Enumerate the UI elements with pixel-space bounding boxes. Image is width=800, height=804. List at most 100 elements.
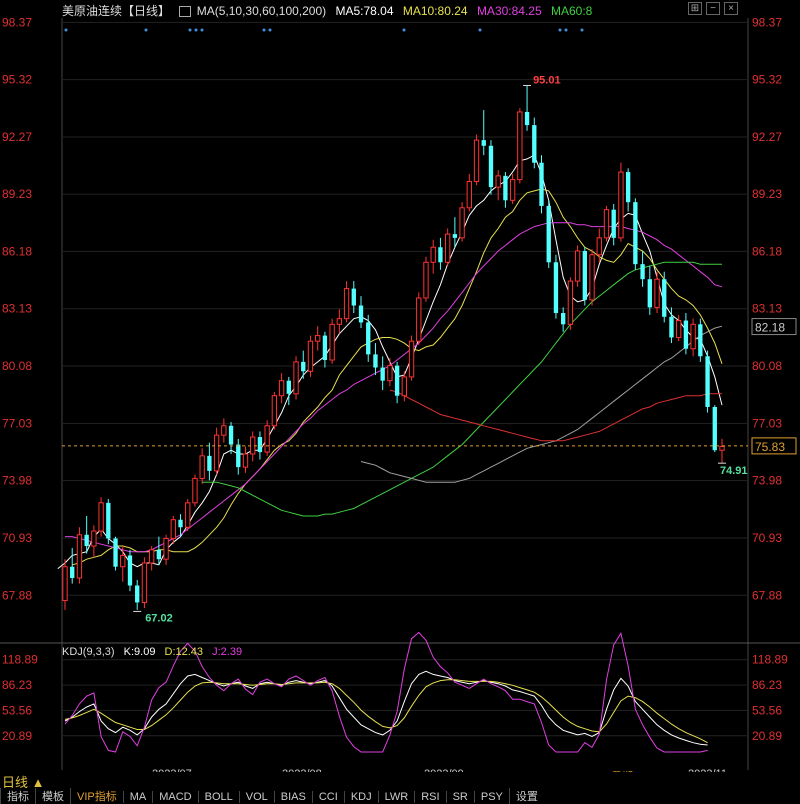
candle xyxy=(596,228,602,263)
candle-body xyxy=(286,380,291,394)
candle xyxy=(567,277,574,330)
tab-8[interactable]: CCI xyxy=(311,791,344,803)
candle-body xyxy=(148,549,155,564)
ma100-line xyxy=(360,325,723,483)
candle-body xyxy=(373,354,378,368)
kdj-header: KDJ(9,3,3) K:9.09 D:12.43 J:2.39 xyxy=(62,646,248,658)
kdj-title: KDJ(9,3,3) xyxy=(62,646,115,658)
ma10-value: MA10:80.24 xyxy=(402,4,468,18)
expand-icon[interactable]: ⊞ xyxy=(688,2,702,15)
ma-price-box xyxy=(751,318,797,336)
candle xyxy=(705,350,710,413)
candle-body xyxy=(293,361,299,395)
candle-body xyxy=(343,288,350,320)
candle xyxy=(560,307,566,332)
candle-body xyxy=(452,234,458,238)
candle-body xyxy=(589,254,595,301)
tab-0[interactable]: 指标 xyxy=(0,788,35,804)
y-tick-right: 70.93 xyxy=(752,531,782,545)
tab-9[interactable]: KDJ xyxy=(343,791,378,803)
event-marker xyxy=(200,28,204,32)
tab-3[interactable]: MA xyxy=(122,791,153,803)
ma-settings-icon[interactable] xyxy=(179,6,192,18)
candle-body xyxy=(394,365,400,396)
candle xyxy=(322,331,328,368)
event-marker xyxy=(64,28,68,32)
candle xyxy=(539,155,544,214)
candle xyxy=(611,204,616,246)
event-marker xyxy=(194,28,198,32)
candle-body xyxy=(662,279,667,317)
candle-body xyxy=(488,145,494,188)
event-marker xyxy=(558,28,562,32)
candle-body xyxy=(264,425,270,453)
candle-body xyxy=(156,549,162,560)
tab-1[interactable]: 模板 xyxy=(35,788,70,804)
kdj-y-tick-right: 20.89 xyxy=(752,729,782,743)
tab-13[interactable]: PSY xyxy=(473,791,509,803)
y-tick-right: 89.23 xyxy=(752,187,782,201)
candle-body xyxy=(466,180,472,209)
candle-body xyxy=(242,453,249,468)
bottom-toolbar: 日线 ▲ 指标 模板 VIP指标 MA MACD BOLL VOL BIAS CCI KDJ LWR… xyxy=(0,772,800,804)
candle-body xyxy=(683,320,689,349)
y-tick-left: 95.32 xyxy=(2,73,32,87)
candle-body xyxy=(698,324,703,357)
tab-4[interactable]: MACD xyxy=(152,791,197,803)
candle xyxy=(178,514,183,537)
candle xyxy=(654,271,660,314)
candle xyxy=(473,134,480,186)
candle-body xyxy=(712,406,717,451)
candle-body xyxy=(387,365,393,382)
tab-5[interactable]: BOLL xyxy=(197,791,239,803)
candle-body xyxy=(430,246,436,263)
tab-12[interactable]: SR xyxy=(445,791,474,803)
tab-11[interactable]: RSI xyxy=(414,791,445,803)
candle-body xyxy=(438,247,443,263)
candle-body xyxy=(336,318,343,325)
candle-body xyxy=(582,251,587,300)
candle xyxy=(148,546,155,571)
candle-body xyxy=(567,280,574,325)
candle xyxy=(127,549,133,592)
ma30-line xyxy=(65,222,723,553)
candle-body xyxy=(98,502,104,532)
candle xyxy=(228,422,234,454)
candle xyxy=(466,173,472,212)
y-tick-left: 80.08 xyxy=(2,359,32,373)
kdj-j-value: J:2.39 xyxy=(212,646,243,658)
candle-body xyxy=(625,172,631,203)
candle-body xyxy=(271,395,278,427)
candle-body xyxy=(236,444,241,468)
candle-body xyxy=(84,534,89,547)
y-tick-left: 77.03 xyxy=(2,416,32,430)
candle xyxy=(257,431,263,460)
tab-10[interactable]: LWR xyxy=(377,791,415,803)
tab-7[interactable]: BIAS xyxy=(273,791,312,803)
candle-body xyxy=(315,335,321,342)
kdj-k-value: K:9.09 xyxy=(123,646,156,658)
candle xyxy=(625,168,631,212)
candle xyxy=(401,371,407,402)
candle-body xyxy=(127,555,133,586)
candle-body xyxy=(481,140,486,146)
candle-body xyxy=(705,356,710,407)
ma200-line xyxy=(389,389,722,442)
tab-14[interactable]: 设置 xyxy=(508,788,544,804)
candle-body xyxy=(113,538,118,567)
candle-body xyxy=(401,376,407,397)
ma10-line xyxy=(72,188,723,566)
candle xyxy=(70,547,75,584)
period-label: 【日线】 xyxy=(122,4,171,18)
close-icon[interactable]: × xyxy=(724,2,738,15)
y-tick-left: 73.98 xyxy=(2,474,32,488)
ma60-value: MA60:8 xyxy=(551,4,593,18)
period-button[interactable]: 日线 ▲ xyxy=(2,775,45,790)
minimize-icon[interactable]: − xyxy=(706,2,720,15)
candle-body xyxy=(633,202,638,265)
event-marker xyxy=(564,28,568,32)
tab-6[interactable]: VOL xyxy=(238,791,274,803)
candle xyxy=(236,438,241,475)
tab-2[interactable]: VIP指标 xyxy=(70,788,123,804)
